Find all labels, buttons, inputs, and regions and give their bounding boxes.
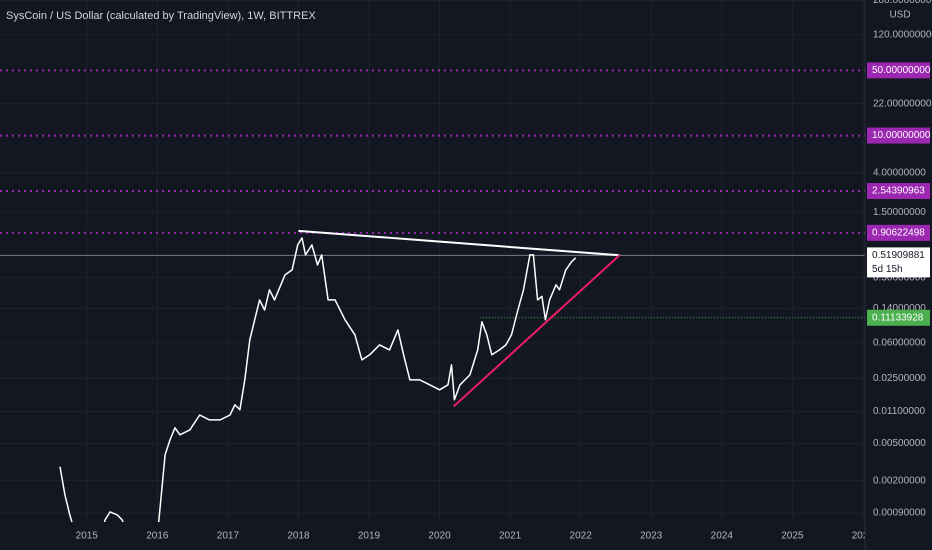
y-tick-label: 0.02500000 <box>873 373 926 384</box>
plot-area <box>0 69 865 522</box>
currency-label: USD <box>889 10 910 21</box>
y-tick-label: 0.00090000 <box>873 508 926 519</box>
y-tick-label: 0.06000000 <box>873 337 926 348</box>
x-tick-label: 2026 <box>852 531 875 542</box>
y-tick-label: 0.00500000 <box>873 438 926 449</box>
last-price-label-bg <box>867 247 930 278</box>
y-tick-label: 280.00000000 <box>873 0 932 6</box>
y-tick-label: 0.00200000 <box>873 475 926 486</box>
level-label: 0.90622498 <box>872 227 925 238</box>
trendline <box>298 229 620 257</box>
countdown-label: 5d 15h <box>872 264 903 275</box>
y-tick-label: 1.50000000 <box>873 207 926 218</box>
x-tick-label: 2025 <box>781 531 804 542</box>
level-label-bg <box>867 62 930 79</box>
level-label-bg <box>867 224 930 241</box>
level-label: 2.54390963 <box>872 186 925 197</box>
x-tick-label: 2022 <box>570 531 593 542</box>
x-axis: 2015 2016 2017 2018 2019 2020 2021 2022 2023 2024… <box>76 531 875 542</box>
level-label: 10.00000000 <box>872 130 931 141</box>
x-tick-label: 2023 <box>640 531 663 542</box>
price-axis: 280.00000000 120.00000000 22.00000000 4.000… <box>867 0 932 519</box>
y-tick-label: 22.00000000 <box>873 98 932 109</box>
x-tick-label: 2021 <box>499 531 522 542</box>
x-tick-label: 2024 <box>711 531 734 542</box>
grid <box>0 0 865 522</box>
level-label-bg <box>867 127 930 144</box>
x-tick-label: 2019 <box>358 531 381 542</box>
last-price-label: 0.51909881 <box>872 250 925 261</box>
trendline <box>453 254 621 408</box>
y-tick-label: 120.00000000 <box>873 30 932 41</box>
chart-title: SysCoin / US Dollar (calculated by Tradi… <box>6 10 316 22</box>
level-label: 50.00000000 <box>872 65 931 76</box>
level-label-bg <box>867 309 930 326</box>
level-label: 0.11133928 <box>872 312 924 323</box>
x-tick-label: 2015 <box>76 531 99 542</box>
x-tick-label: 2017 <box>217 531 240 542</box>
y-tick-label: 0.14000000 <box>873 303 926 314</box>
x-tick-label: 2016 <box>146 531 169 542</box>
x-tick-label: 2018 <box>287 531 310 542</box>
y-tick-label: 0.01100000 <box>873 406 926 417</box>
level-label-bg <box>867 183 930 200</box>
y-tick-label: 4.00000000 <box>873 167 926 178</box>
price-line <box>59 237 577 522</box>
x-tick-label: 2020 <box>428 531 451 542</box>
y-tick-label: 0.30000000 <box>873 272 926 283</box>
